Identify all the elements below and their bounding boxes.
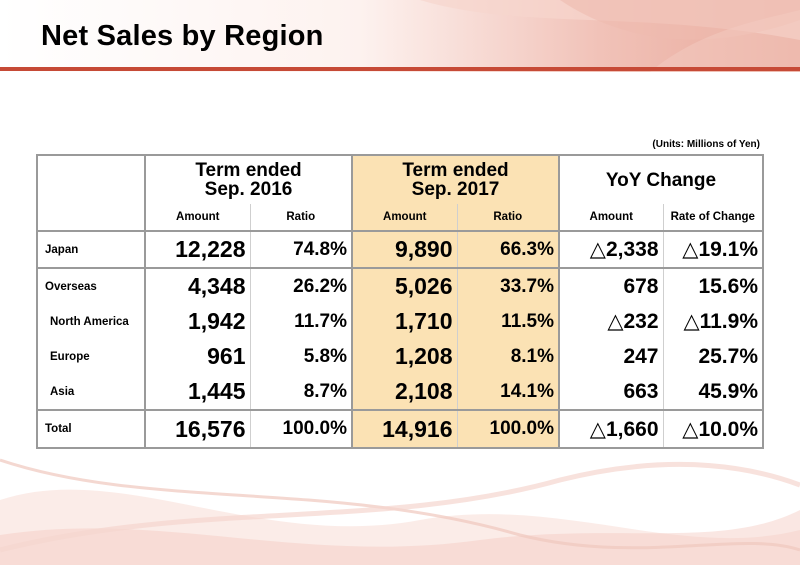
ratio-2016: 11.7%: [249, 304, 352, 339]
table-header-row: Term ended Sep. 2016 Term ended Sep. 201…: [37, 155, 763, 232]
term-2017-header: Term ended Sep. 2017: [351, 155, 559, 204]
ratio-2017: 100.0%: [456, 409, 559, 448]
subheader-ratio-2016: Ratio: [249, 204, 352, 232]
ratio-2017: 8.1%: [456, 339, 559, 374]
table-row: Europe 961 5.8% 1,208 8.1% 247 25.7%: [37, 339, 763, 374]
yoy-amount: △2,338: [558, 231, 663, 269]
term-2016-line1: Term ended: [195, 160, 302, 181]
yoy-amount: △232: [558, 304, 663, 339]
yoy-rate: △10.0%: [662, 409, 763, 448]
net-sales-table: Term ended Sep. 2016 Term ended Sep. 201…: [36, 154, 764, 449]
table-row: Asia 1,445 8.7% 2,108 14.1% 663 45.9%: [37, 374, 763, 410]
table-row: Overseas 4,348 26.2% 5,026 33.7% 678 15.…: [37, 268, 763, 304]
term-2016-line2: Sep. 2016: [204, 179, 293, 200]
amount-2017: 5,026: [351, 268, 457, 304]
yoy-amount: 247: [558, 339, 663, 374]
footer-background: [0, 440, 800, 565]
term-2017-line2: Sep. 2017: [411, 179, 500, 200]
yoy-amount: △1,660: [558, 409, 663, 448]
term-2017-line1: Term ended: [402, 160, 509, 181]
amount-2017: 14,916: [351, 409, 457, 448]
region-name: Total: [37, 409, 145, 448]
amount-2016: 16,576: [144, 409, 250, 448]
term-2016-header: Term ended Sep. 2016: [144, 155, 352, 204]
total-row: Total 16,576 100.0% 14,916 100.0% △1,660…: [37, 409, 763, 448]
amount-2016: 1,942: [144, 304, 250, 339]
amount-2017: 1,710: [351, 304, 457, 339]
ratio-2017: 33.7%: [456, 268, 559, 304]
amount-2016: 4,348: [144, 268, 250, 304]
ratio-2017: 66.3%: [456, 231, 559, 269]
region-name: Europe: [50, 350, 90, 363]
ratio-2016: 74.8%: [249, 231, 352, 269]
yoy-change-header: YoY Change: [558, 155, 763, 204]
subheader-ratio-2017: Ratio: [456, 204, 559, 232]
region-name: North America: [50, 315, 129, 328]
yoy-rate: 45.9%: [662, 374, 763, 410]
subheader-yoy-rate: Rate of Change: [662, 204, 763, 232]
amount-2016: 961: [144, 339, 250, 374]
ratio-2016: 100.0%: [249, 409, 352, 448]
table-subheader-row: Amount Ratio Amount Ratio Amount Rate of…: [37, 204, 763, 232]
table-row: North America 1,942 11.7% 1,710 11.5% △2…: [37, 304, 763, 339]
amount-2016: 1,445: [144, 374, 250, 410]
page-title: Net Sales by Region: [41, 20, 324, 52]
ratio-2017: 14.1%: [456, 374, 559, 410]
region-name: Japan: [37, 231, 145, 269]
subheader-amount-2016: Amount: [144, 204, 250, 232]
region-name: Asia: [50, 385, 75, 398]
amount-2017: 9,890: [351, 231, 457, 269]
yoy-rate: 25.7%: [662, 339, 763, 374]
ratio-2016: 8.7%: [249, 374, 352, 410]
yoy-rate: △11.9%: [662, 304, 763, 339]
ratio-2016: 5.8%: [249, 339, 352, 374]
region-name: Overseas: [45, 280, 97, 293]
subheader-amount-2017: Amount: [351, 204, 457, 232]
subheader-yoy-amount: Amount: [558, 204, 663, 232]
table-row: Japan 12,228 74.8% 9,890 66.3% △2,338 △1…: [37, 231, 763, 269]
header-divider: [0, 67, 800, 71]
yoy-amount: 678: [558, 268, 663, 304]
yoy-amount: 663: [558, 374, 663, 410]
ratio-2016: 26.2%: [249, 268, 352, 304]
ratio-2017: 11.5%: [456, 304, 559, 339]
units-note: (Units: Millions of Yen): [652, 139, 760, 150]
amount-2016: 12,228: [144, 231, 250, 269]
header-background: [0, 0, 800, 72]
region-header-cell: [37, 155, 145, 232]
amount-2017: 2,108: [351, 374, 457, 410]
yoy-rate: △19.1%: [662, 231, 763, 269]
yoy-rate: 15.6%: [662, 268, 763, 304]
amount-2017: 1,208: [351, 339, 457, 374]
